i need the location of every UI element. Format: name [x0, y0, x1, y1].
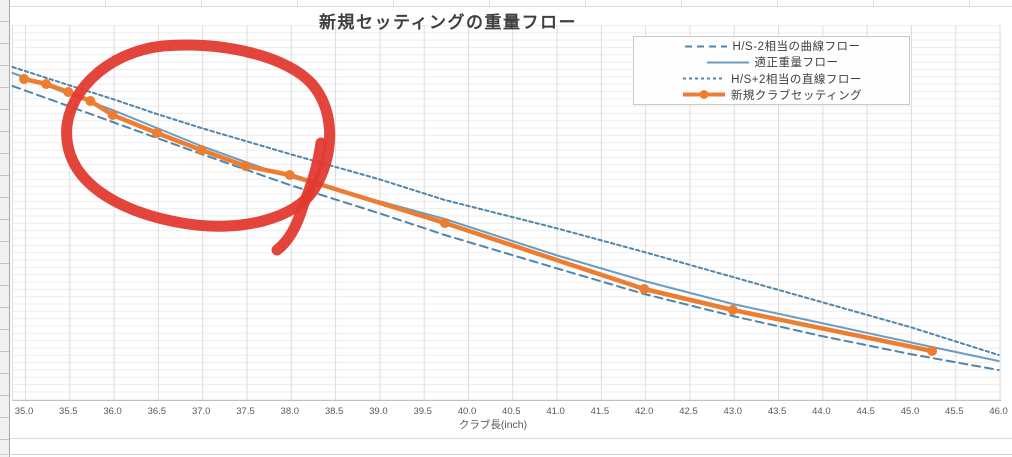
x-tick-label: 43.5 [767, 406, 787, 417]
x-tick-label: 39.5 [413, 406, 432, 417]
x-tick-label: 41.5 [590, 406, 610, 417]
spreadsheet-left-strip [0, 0, 10, 457]
legend-item-3[interactable]: 新規クラブセッティング [634, 87, 909, 103]
x-tick-label: 37.0 [191, 406, 211, 417]
x-tick-label: 42.0 [634, 406, 654, 417]
chart-bottom-border [10, 438, 1012, 439]
x-axis-title: クラブ長(inch) [458, 419, 528, 431]
x-tick-label: 40.0 [457, 406, 477, 417]
x-tick-label: 36.0 [103, 406, 122, 417]
legend-label: H/S-2相当の曲線フロー [732, 41, 861, 54]
legend-sample [684, 45, 727, 48]
x-tick-label: 45.5 [945, 406, 964, 417]
legend-item-0[interactable]: H/S-2相当の曲線フロー [634, 38, 909, 54]
legend-label: 新規クラブセッティング [730, 89, 863, 102]
legend-sample [706, 61, 749, 64]
chart-legend[interactable]: H/S-2相当の曲線フロー 適正重量フロー H/S+2相当の直線フロー 新規クラブセッ… [633, 36, 910, 105]
x-tick-label: 36.5 [147, 406, 167, 417]
x-tick-label: 42.5 [679, 406, 698, 417]
legend-sample [682, 90, 725, 100]
x-tick-label: 46.0 [989, 406, 1008, 417]
x-tick-label: 35.5 [59, 406, 78, 417]
x-tick-label: 37.5 [236, 406, 255, 417]
x-tick-label: 45.0 [900, 406, 920, 417]
x-tick-label: 41.0 [546, 406, 565, 417]
legend-item-2[interactable]: H/S+2相当の直線フロー [634, 71, 909, 87]
legend-sample [683, 77, 726, 80]
x-tick-label: 38.0 [280, 406, 300, 417]
x-tick-label: 43.0 [723, 406, 743, 417]
legend-item-1[interactable]: 適正重量フロー [634, 54, 909, 70]
chart-title: 新規セッティングの重量フロー [319, 13, 577, 32]
legend-label: 適正重量フロー [754, 57, 839, 70]
screenshot-bottom-edge [0, 454, 1012, 455]
x-tick-label: 40.5 [502, 406, 521, 417]
x-tick-label: 44.0 [812, 406, 831, 417]
spreadsheet-top-row-border [10, 0, 1012, 7]
x-tick-label: 38.5 [324, 406, 344, 417]
x-tick-label: 35.0 [14, 406, 34, 417]
x-tick-label: 39.0 [369, 406, 388, 417]
x-tick-label: 44.5 [856, 406, 875, 417]
legend-label: H/S+2相当の直線フロー [731, 73, 862, 86]
